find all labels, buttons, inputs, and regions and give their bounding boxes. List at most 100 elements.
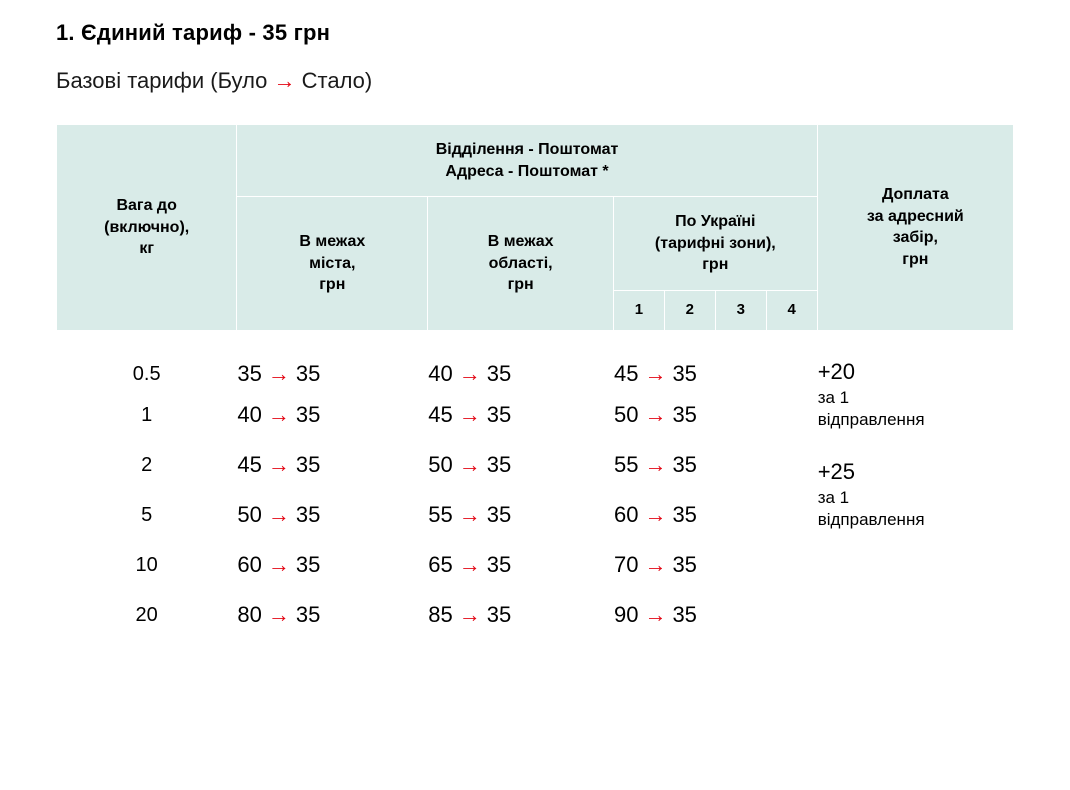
- col-header-group-text: Відділення - ПоштоматАдреса - Поштомат *: [237, 125, 816, 196]
- arrow-icon: →: [268, 552, 290, 577]
- price-cell-ukraine: 70→35: [613, 540, 817, 590]
- new-price: 35: [672, 602, 696, 627]
- surcharge-cell: +20 за 1відправлення: [817, 340, 1013, 440]
- col-header-zone-2: 2: [664, 290, 715, 330]
- col-header-region-text: В межахобласті,грн: [428, 217, 613, 310]
- old-price: 35: [237, 361, 261, 386]
- weight-cell: 5: [57, 490, 237, 540]
- old-price: 85: [428, 602, 452, 627]
- col-header-city: В межахміста,грн: [237, 197, 428, 331]
- price-cell-city: 60→35: [237, 540, 428, 590]
- old-price: 80: [237, 602, 261, 627]
- old-price: 45: [237, 452, 261, 477]
- price-cell-region: 50→35: [428, 440, 614, 490]
- arrow-icon: →: [268, 361, 290, 386]
- page-title: 1. Єдиний тариф - 35 грн: [56, 20, 1014, 46]
- price-cell-ukraine: 45→35: [613, 340, 817, 390]
- arrow-icon: →: [644, 602, 666, 627]
- price-cell-region: 45 →35: [428, 390, 614, 440]
- col-header-surcharge-text: Доплатаза адреснийзабір,грн: [818, 170, 1013, 284]
- price-cell-city: 80→35: [237, 590, 428, 640]
- price-cell-city: 50→35: [237, 490, 428, 540]
- new-price: 35: [296, 502, 320, 527]
- old-price: 45: [428, 402, 452, 427]
- price-cell-region: 65 →35: [428, 540, 614, 590]
- arrow-icon: →: [459, 452, 481, 477]
- new-price: 35: [296, 602, 320, 627]
- surcharge-note: за 1відправлення: [818, 487, 1013, 531]
- col-header-zone-1: 1: [613, 290, 664, 330]
- surcharge-note: за 1відправлення: [818, 387, 1013, 431]
- page-subtitle: Базові тарифи (Було → Стало): [56, 68, 1014, 94]
- new-price: 35: [296, 452, 320, 477]
- weight-cell: 20: [57, 590, 237, 640]
- new-price: 35: [487, 602, 511, 627]
- old-price: 40: [428, 361, 452, 386]
- tariff-table: Вага до(включно),кг Відділення - Поштома…: [56, 124, 1014, 641]
- new-price: 35: [672, 502, 696, 527]
- old-price: 40: [237, 402, 261, 427]
- weight-cell: 1: [57, 390, 237, 440]
- surcharge-amount: +25: [818, 459, 1013, 485]
- old-price: 70: [614, 552, 638, 577]
- surcharge-amount: +20: [818, 359, 1013, 385]
- arrow-icon: →: [459, 361, 481, 386]
- new-price: 35: [487, 502, 511, 527]
- arrow-icon: →: [459, 402, 481, 427]
- arrow-icon: →: [268, 402, 290, 427]
- col-header-city-text: В межахміста,грн: [237, 217, 427, 310]
- price-cell-region: 40→35: [428, 340, 614, 390]
- arrow-icon: →: [644, 452, 666, 477]
- price-cell-ukraine: 90→35: [613, 590, 817, 640]
- price-cell-region: 85 →35: [428, 590, 614, 640]
- table-row: 0.5 35→35 40→35 45→35 +20 за 1відправлен…: [57, 340, 1014, 390]
- arrow-icon: →: [459, 552, 481, 577]
- weight-cell: 0.5: [57, 340, 237, 390]
- weight-cell: 2: [57, 440, 237, 490]
- new-price: 35: [487, 552, 511, 577]
- arrow-icon: →: [644, 361, 666, 386]
- col-header-weight-text: Вага до(включно),кг: [57, 181, 236, 274]
- new-price: 35: [672, 402, 696, 427]
- col-header-ukraine-text: По Україні(тарифні зони),грн: [614, 197, 817, 290]
- arrow-icon: →: [268, 452, 290, 477]
- old-price: 65: [428, 552, 452, 577]
- old-price: 55: [428, 502, 452, 527]
- price-cell-ukraine: 50→35: [613, 390, 817, 440]
- new-price: 35: [672, 552, 696, 577]
- new-price: 35: [296, 552, 320, 577]
- new-price: 35: [672, 361, 696, 386]
- old-price: 60: [614, 502, 638, 527]
- price-cell-ukraine: 60→35: [613, 490, 817, 540]
- subtitle-prefix: Базові тарифи (Було: [56, 68, 274, 93]
- new-price: 35: [296, 402, 320, 427]
- price-cell-city: 35→35: [237, 340, 428, 390]
- arrow-icon: →: [268, 502, 290, 527]
- old-price: 90: [614, 602, 638, 627]
- weight-cell: 10: [57, 540, 237, 590]
- price-cell-ukraine: 55→35: [613, 440, 817, 490]
- old-price: 55: [614, 452, 638, 477]
- arrow-icon: →: [644, 402, 666, 427]
- col-header-group: Відділення - ПоштоматАдреса - Поштомат *: [237, 125, 817, 197]
- new-price: 35: [487, 402, 511, 427]
- price-cell-region: 55 →35: [428, 490, 614, 540]
- col-header-weight: Вага до(включно),кг: [57, 125, 237, 331]
- arrow-icon: →: [644, 502, 666, 527]
- col-header-zone-4: 4: [766, 290, 817, 330]
- price-cell-city: 45 →35: [237, 440, 428, 490]
- arrow-icon: →: [274, 68, 296, 93]
- old-price: 50: [614, 402, 638, 427]
- arrow-icon: →: [459, 502, 481, 527]
- arrow-icon: →: [644, 552, 666, 577]
- col-header-zone-3: 3: [715, 290, 766, 330]
- price-cell-city: 40 →35: [237, 390, 428, 440]
- new-price: 35: [487, 452, 511, 477]
- old-price: 45: [614, 361, 638, 386]
- col-header-ukraine: По Україні(тарифні зони),грн: [613, 197, 817, 291]
- arrow-icon: →: [459, 602, 481, 627]
- new-price: 35: [672, 452, 696, 477]
- col-header-region: В межахобласті,грн: [428, 197, 614, 331]
- table-row: 2 45→35 50→35 55→35 +25 за 1відправлення: [57, 440, 1014, 490]
- tariff-table-head: Вага до(включно),кг Відділення - Поштома…: [57, 125, 1014, 331]
